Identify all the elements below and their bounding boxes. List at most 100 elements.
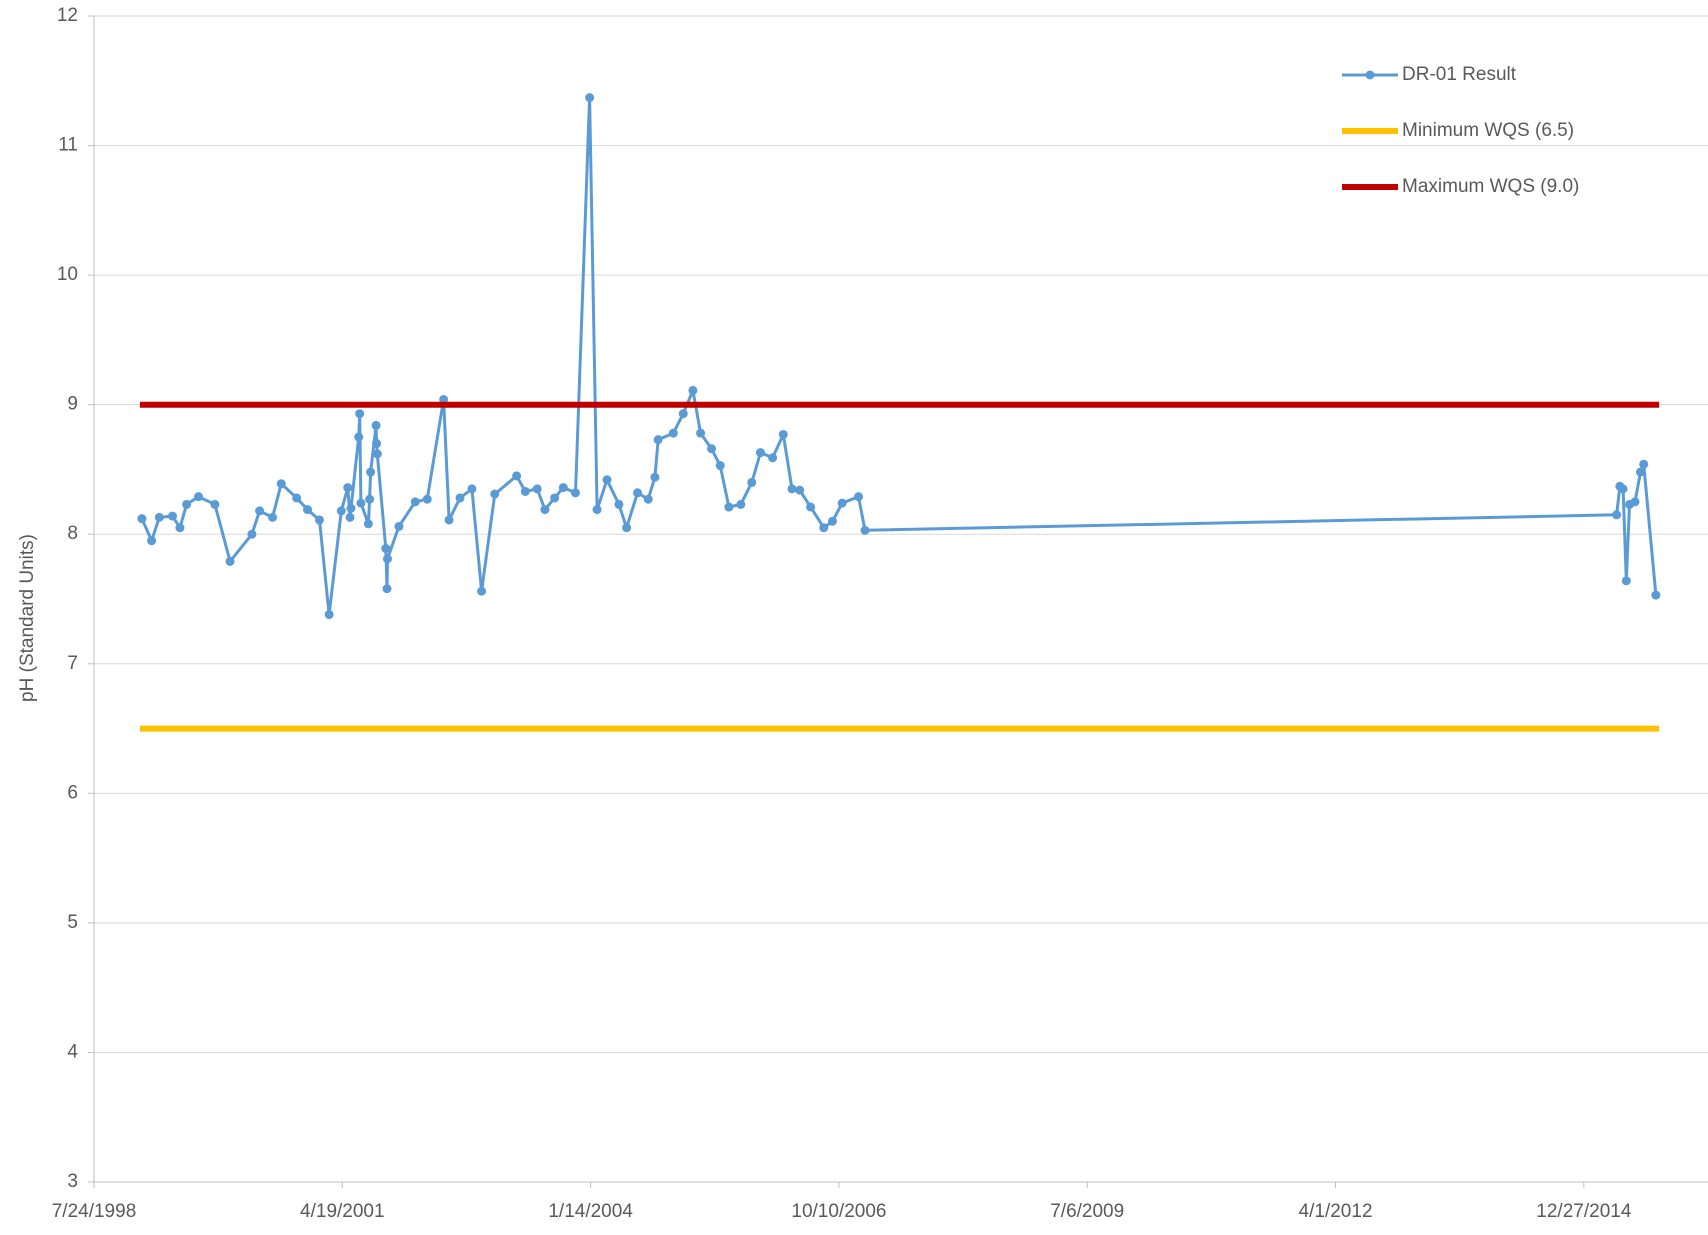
data-point — [394, 521, 404, 531]
data-point — [137, 514, 147, 524]
data-point — [210, 499, 220, 509]
data-point — [747, 477, 757, 487]
data-point — [550, 493, 560, 503]
data-point — [366, 467, 376, 477]
data-point — [154, 512, 164, 522]
y-tick-label: 5 — [67, 912, 78, 933]
data-point — [147, 536, 157, 546]
data-point — [365, 494, 375, 504]
data-point — [707, 444, 717, 454]
data-point — [382, 554, 392, 564]
data-point — [303, 505, 313, 515]
y-tick-label: 4 — [67, 1041, 78, 1062]
data-point — [696, 428, 706, 438]
data-point — [819, 523, 829, 533]
data-point — [736, 499, 746, 509]
data-point — [455, 493, 465, 503]
data-point — [755, 448, 765, 458]
data-point — [585, 93, 595, 103]
data-point — [795, 485, 805, 495]
data-point — [512, 471, 522, 481]
data-point — [592, 505, 602, 515]
data-point — [372, 449, 382, 459]
data-point — [532, 484, 542, 494]
y-axis-label: pH (Standard Units) — [17, 534, 38, 702]
data-point — [1651, 590, 1661, 600]
data-point — [715, 461, 725, 471]
data-point — [1630, 497, 1640, 507]
data-point — [292, 493, 302, 503]
data-point — [276, 479, 286, 489]
data-point — [372, 439, 382, 449]
data-point — [382, 584, 392, 594]
data-point — [1621, 576, 1631, 586]
x-tick-label: 4/1/2012 — [1299, 1201, 1373, 1222]
data-point — [678, 409, 688, 419]
legend-label: Maximum WQS (9.0) — [1402, 176, 1579, 197]
data-point — [837, 498, 847, 508]
data-point — [381, 543, 391, 553]
data-point — [324, 610, 334, 620]
x-tick-label: 7/6/2009 — [1050, 1201, 1124, 1222]
data-point — [363, 519, 373, 529]
data-point — [1639, 459, 1649, 469]
data-point — [182, 499, 192, 509]
data-point — [622, 523, 632, 533]
y-tick-label: 10 — [57, 264, 78, 285]
x-tick-label: 12/27/2014 — [1536, 1201, 1632, 1222]
data-point — [653, 435, 663, 445]
data-point — [247, 529, 257, 539]
data-point — [520, 486, 530, 496]
data-point — [345, 512, 355, 522]
data-point — [668, 428, 678, 438]
data-point — [827, 516, 837, 526]
data-point — [467, 484, 477, 494]
data-point — [1612, 510, 1622, 520]
data-point — [633, 488, 643, 498]
y-tick-label: 7 — [67, 653, 78, 674]
data-point — [410, 497, 420, 507]
legend-label: DR-01 Result — [1402, 64, 1517, 85]
x-tick-label: 4/19/2001 — [300, 1201, 385, 1222]
y-tick-label: 6 — [67, 782, 78, 803]
data-point — [860, 525, 870, 535]
data-point — [268, 512, 278, 522]
legend-label: Minimum WQS (6.5) — [1402, 120, 1574, 141]
x-tick-label: 1/14/2004 — [548, 1201, 633, 1222]
data-point — [355, 409, 365, 419]
y-tick-label: 3 — [67, 1171, 78, 1192]
data-point — [778, 429, 788, 439]
data-point — [336, 506, 346, 516]
data-point — [1618, 484, 1628, 494]
data-point — [570, 488, 580, 498]
data-point — [194, 492, 204, 502]
data-point — [540, 505, 550, 515]
data-point — [602, 475, 612, 485]
x-tick-label: 7/24/1998 — [52, 1201, 137, 1222]
y-tick-label: 11 — [58, 135, 78, 156]
data-point — [558, 483, 568, 493]
data-point — [768, 453, 778, 463]
data-point — [650, 472, 660, 482]
y-tick-label: 12 — [57, 5, 78, 26]
data-point — [854, 492, 864, 502]
data-point — [787, 484, 797, 494]
legend-marker — [1365, 70, 1375, 80]
data-point — [477, 586, 487, 596]
data-point — [1635, 467, 1645, 477]
data-point — [724, 502, 734, 512]
x-tick-label: 10/10/2006 — [791, 1201, 886, 1222]
data-point — [688, 385, 698, 395]
data-point — [490, 489, 500, 499]
data-point — [314, 515, 324, 525]
data-point — [343, 483, 353, 493]
data-point — [643, 494, 653, 504]
data-point — [614, 499, 624, 509]
data-point — [167, 511, 177, 521]
data-point — [354, 432, 364, 442]
data-point — [255, 506, 265, 516]
data-point — [356, 498, 366, 508]
data-point — [444, 515, 454, 525]
data-point — [225, 556, 235, 566]
